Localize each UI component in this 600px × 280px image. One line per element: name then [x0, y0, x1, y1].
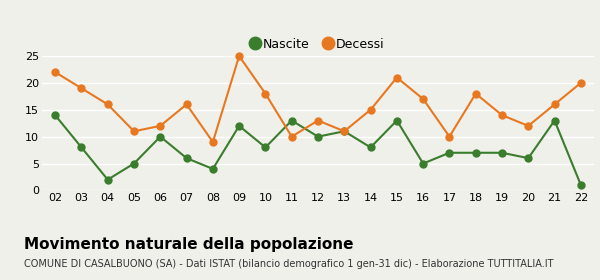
Nascite: [393, 119, 400, 122]
Nascite: [341, 130, 348, 133]
Nascite: [104, 178, 112, 181]
Nascite: [157, 135, 164, 138]
Nascite: [524, 157, 532, 160]
Nascite: [446, 151, 453, 155]
Decessi: [157, 124, 164, 128]
Nascite: [314, 135, 322, 138]
Nascite: [577, 183, 584, 187]
Decessi: [288, 135, 295, 138]
Nascite: [130, 162, 137, 165]
Decessi: [446, 135, 453, 138]
Line: Nascite: Nascite: [52, 112, 584, 188]
Nascite: [262, 146, 269, 149]
Nascite: [419, 162, 427, 165]
Decessi: [393, 76, 400, 79]
Line: Decessi: Decessi: [52, 53, 584, 146]
Nascite: [551, 119, 558, 122]
Text: COMUNE DI CASALBUONO (SA) - Dati ISTAT (bilancio demografico 1 gen-31 dic) - Ela: COMUNE DI CASALBUONO (SA) - Dati ISTAT (…: [24, 259, 554, 269]
Decessi: [104, 103, 112, 106]
Decessi: [524, 124, 532, 128]
Decessi: [52, 71, 59, 74]
Nascite: [499, 151, 506, 155]
Nascite: [209, 167, 217, 171]
Legend: Nascite, Decessi: Nascite, Decessi: [247, 33, 389, 56]
Nascite: [472, 151, 479, 155]
Decessi: [499, 113, 506, 117]
Decessi: [472, 92, 479, 95]
Nascite: [78, 146, 85, 149]
Decessi: [341, 130, 348, 133]
Decessi: [183, 103, 190, 106]
Decessi: [314, 119, 322, 122]
Decessi: [419, 97, 427, 101]
Decessi: [78, 87, 85, 90]
Decessi: [262, 92, 269, 95]
Nascite: [183, 157, 190, 160]
Decessi: [577, 81, 584, 85]
Decessi: [209, 140, 217, 144]
Nascite: [288, 119, 295, 122]
Nascite: [52, 113, 59, 117]
Decessi: [367, 108, 374, 111]
Decessi: [236, 54, 243, 58]
Decessi: [130, 130, 137, 133]
Nascite: [367, 146, 374, 149]
Text: Movimento naturale della popolazione: Movimento naturale della popolazione: [24, 237, 353, 252]
Decessi: [551, 103, 558, 106]
Nascite: [236, 124, 243, 128]
